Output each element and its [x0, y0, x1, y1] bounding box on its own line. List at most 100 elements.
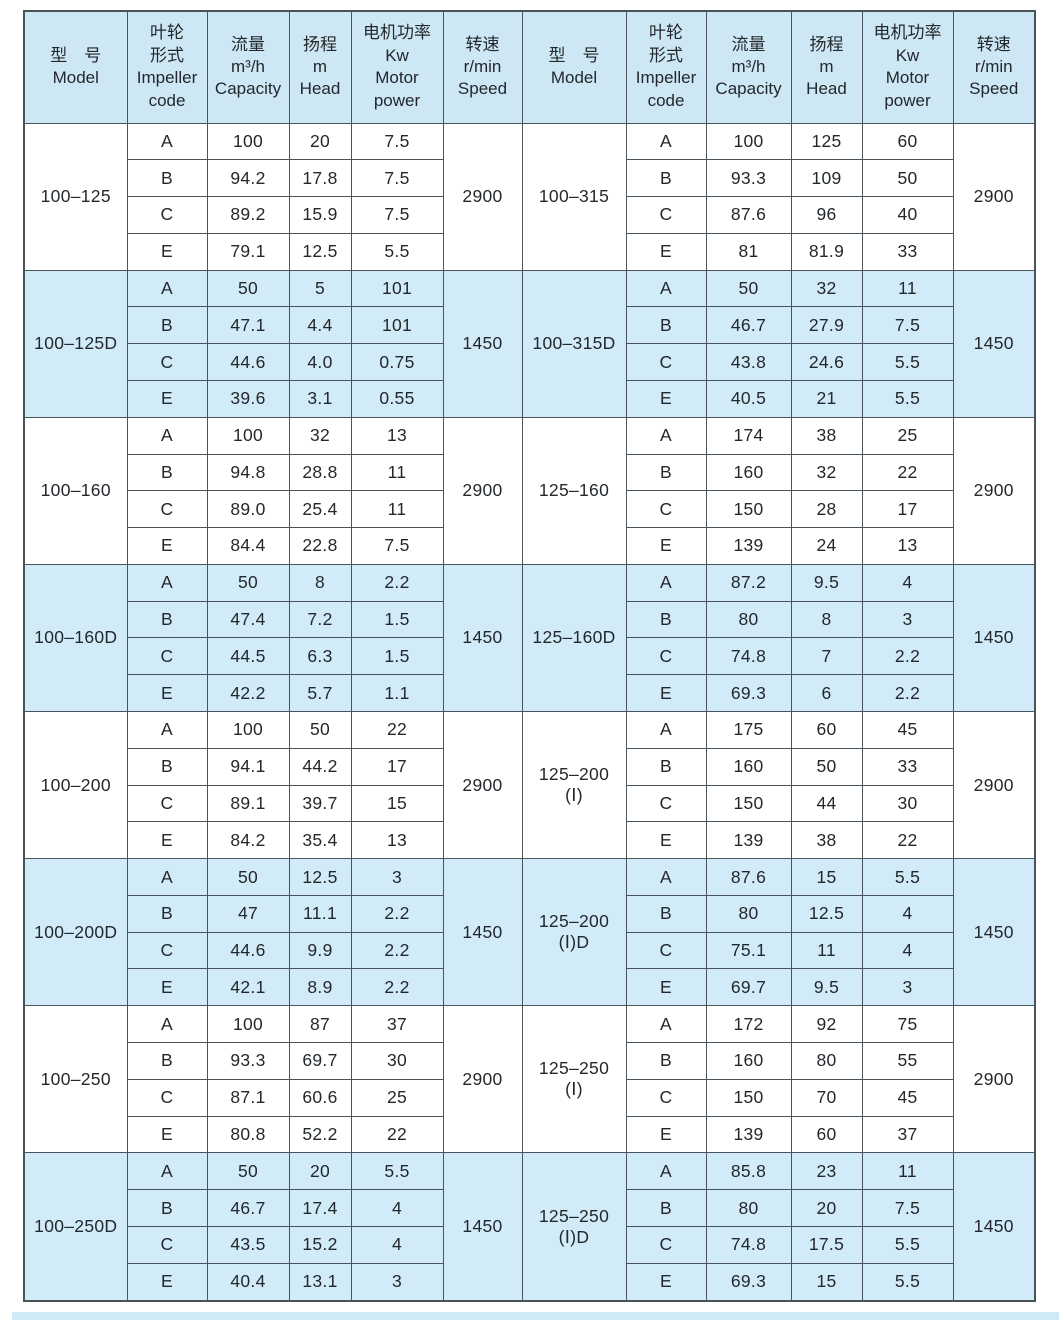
impeller-code-cell: A	[625, 1152, 707, 1191]
head-cell: 39.7	[288, 784, 352, 823]
impeller-code-cell: B	[625, 1189, 707, 1227]
speed-cell: 1450	[442, 269, 523, 418]
capacity-cell: 46.7	[705, 306, 792, 345]
spec-row: 100–250D A 50 20 5.5 1450 125–250 (Ⅰ)D A 85.8 23 1…	[23, 1152, 1036, 1302]
impeller-code-cell: B	[126, 600, 208, 639]
head-cell: 125	[790, 122, 863, 161]
head-cell: 35.4	[288, 821, 352, 860]
impeller-code-cell: B	[625, 453, 707, 492]
capacity-cell: 100	[206, 711, 290, 749]
capacity-cell: 80.8	[206, 1115, 290, 1154]
impeller-code-cell: C	[126, 1225, 208, 1264]
impeller-code-cell: B	[126, 159, 208, 198]
impeller-code-cell: C	[126, 1078, 208, 1117]
impeller-code-cell: E	[625, 527, 707, 565]
head-cell: 38	[790, 821, 863, 860]
model-cell: 100–250D	[23, 1152, 128, 1302]
impeller-code-cell: E	[625, 379, 707, 418]
head-cell: 15	[790, 858, 863, 896]
capacity-cell: 93.3	[705, 159, 792, 198]
head-cell: 12.5	[288, 232, 352, 271]
capacity-cell: 47.4	[206, 600, 290, 639]
power-cell: 25	[350, 1078, 444, 1117]
capacity-cell: 139	[705, 1115, 792, 1154]
capacity-cell: 93.3	[206, 1042, 290, 1080]
impeller-code-cell: C	[625, 637, 707, 676]
capacity-cell: 89.0	[206, 490, 290, 529]
head-cell: 44	[790, 784, 863, 823]
model-cell: 125–250 (Ⅰ)D	[521, 1152, 627, 1302]
capacity-cell: 94.2	[206, 159, 290, 198]
capacity-cell: 80	[705, 1189, 792, 1227]
impeller-code-cell: A	[625, 122, 707, 161]
capacity-cell: 40.4	[206, 1262, 290, 1302]
impeller-code-cell: E	[625, 821, 707, 860]
head-cell: 13.1	[288, 1262, 352, 1302]
capacity-cell: 150	[705, 490, 792, 529]
head-cell: 24	[790, 527, 863, 565]
spec-row: E 84.4 22.8 7.5 E 139 24 13	[24, 527, 1035, 565]
capacity-cell: 40.5	[705, 379, 792, 418]
impeller-code-cell: C	[126, 637, 208, 676]
power-cell: 22	[350, 1115, 444, 1154]
capacity-cell: 44.5	[206, 637, 290, 676]
capacity-cell: 160	[705, 1042, 792, 1080]
power-cell: 30	[861, 784, 954, 823]
power-cell: 4	[861, 894, 954, 933]
speed-cell: 1450	[952, 858, 1036, 1007]
power-cell: 1.5	[350, 600, 444, 639]
head-cell: 6	[790, 674, 863, 712]
impeller-code-cell: E	[126, 1262, 208, 1302]
model-cell: 100–315	[521, 122, 627, 271]
capacity-cell: 84.4	[206, 527, 290, 565]
speed-cell: 1450	[952, 1152, 1036, 1302]
head-cell: 80	[790, 1042, 863, 1080]
head-cell: 6.3	[288, 637, 352, 676]
impeller-code-cell: B	[126, 453, 208, 492]
head-cell: 8.9	[288, 968, 352, 1007]
capacity-cell: 87.2	[705, 563, 792, 602]
head-cell: 109	[790, 159, 863, 198]
speed-cell: 2900	[442, 710, 523, 860]
impeller-code-cell: A	[625, 416, 707, 455]
head-cell: 44.2	[288, 747, 352, 786]
capacity-cell: 50	[206, 269, 290, 308]
head-cell: 20	[288, 122, 352, 161]
impeller-code-cell: A	[625, 711, 707, 749]
head-cell: 92	[790, 1005, 863, 1044]
impeller-code-cell: C	[625, 490, 707, 529]
power-cell: 2.2	[350, 563, 444, 602]
speed-cell: 2900	[952, 710, 1036, 860]
capacity-cell: 94.8	[206, 453, 290, 492]
header-impeller-left: 叶轮 形式 Impeller code	[126, 10, 208, 124]
head-cell: 21	[790, 379, 863, 418]
head-cell: 12.5	[288, 858, 352, 896]
capacity-cell: 89.1	[206, 784, 290, 823]
power-cell: 13	[350, 821, 444, 860]
power-cell: 2.2	[861, 637, 954, 676]
head-cell: 60	[790, 1115, 863, 1154]
impeller-code-cell: E	[126, 821, 208, 860]
head-cell: 9.5	[790, 563, 863, 602]
capacity-cell: 139	[705, 821, 792, 860]
spec-row: E 80.8 52.2 22 E 139 60 37	[24, 1115, 1035, 1154]
capacity-cell: 100	[705, 122, 792, 161]
spec-row: B 94.2 17.8 7.5 B 93.3 109 50	[24, 159, 1035, 198]
table-body: 100–125 A 100 20 7.5 2900 100–315 A 100 125 60 2900…	[23, 122, 1036, 1302]
impeller-code-cell: C	[625, 343, 707, 381]
speed-cell: 1450	[442, 563, 523, 713]
head-cell: 17.8	[288, 159, 352, 198]
model-cell: 125–160	[521, 416, 627, 565]
head-cell: 28.8	[288, 453, 352, 492]
speed-cell: 2900	[442, 416, 523, 565]
power-cell: 5.5	[861, 379, 954, 418]
impeller-code-cell: A	[625, 858, 707, 896]
capacity-cell: 87.1	[206, 1078, 290, 1117]
power-cell: 0.75	[350, 343, 444, 381]
power-cell: 5.5	[861, 1225, 954, 1264]
capacity-cell: 50	[206, 1152, 290, 1191]
pump-spec-table: 型 号 Model 叶轮 形式 Impeller code 流量 m³/h Ca…	[23, 10, 1036, 1302]
impeller-code-cell: B	[625, 159, 707, 198]
head-cell: 32	[790, 453, 863, 492]
power-cell: 60	[861, 122, 954, 161]
